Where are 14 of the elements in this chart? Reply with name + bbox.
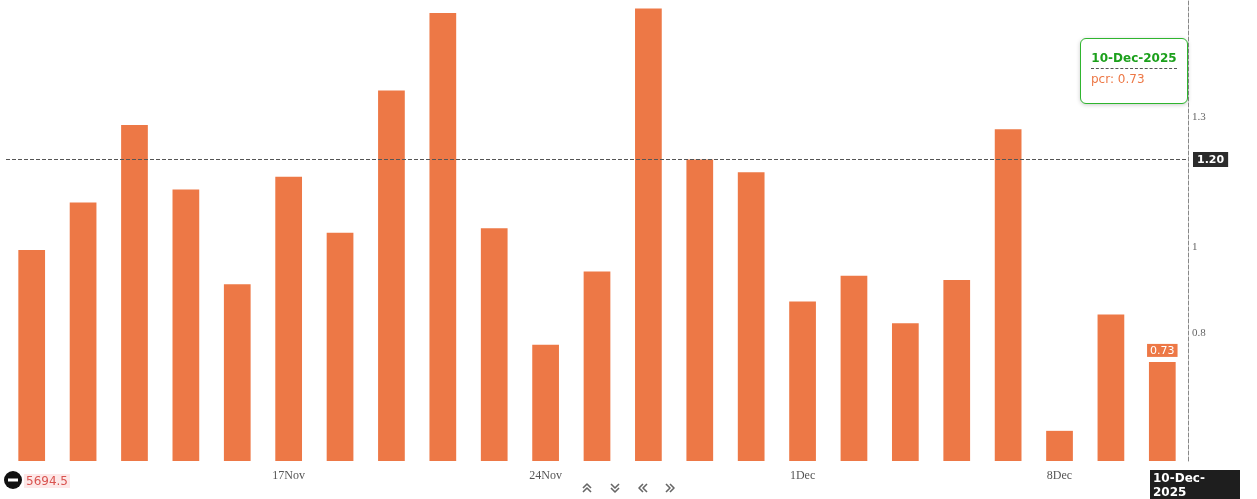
y-tick-label: 1 [1192,239,1198,252]
y-tick-label: 1.3 [1192,110,1207,123]
ref-line-label: 1.20 [1197,152,1225,166]
x-tick-label: 8Dec [1046,468,1073,482]
annotation: 10-Dec-2025 [1090,51,1178,65]
annotation: pcr: 0.73 [1091,72,1146,86]
tooltip-box: 10-Dec-2025 pcr: 0.73 [1080,38,1188,104]
x-tick-label: 1Dec [789,468,816,482]
x-tick-label: 24Nov [529,468,562,482]
y-tick-label: 0.8 [1192,325,1207,338]
x-tick-label: 17Nov [272,468,305,482]
data-label: 0.73 [1150,343,1175,357]
text: 10-Dec-2025 [1150,470,1240,499]
text: 5694.5 [24,474,70,488]
